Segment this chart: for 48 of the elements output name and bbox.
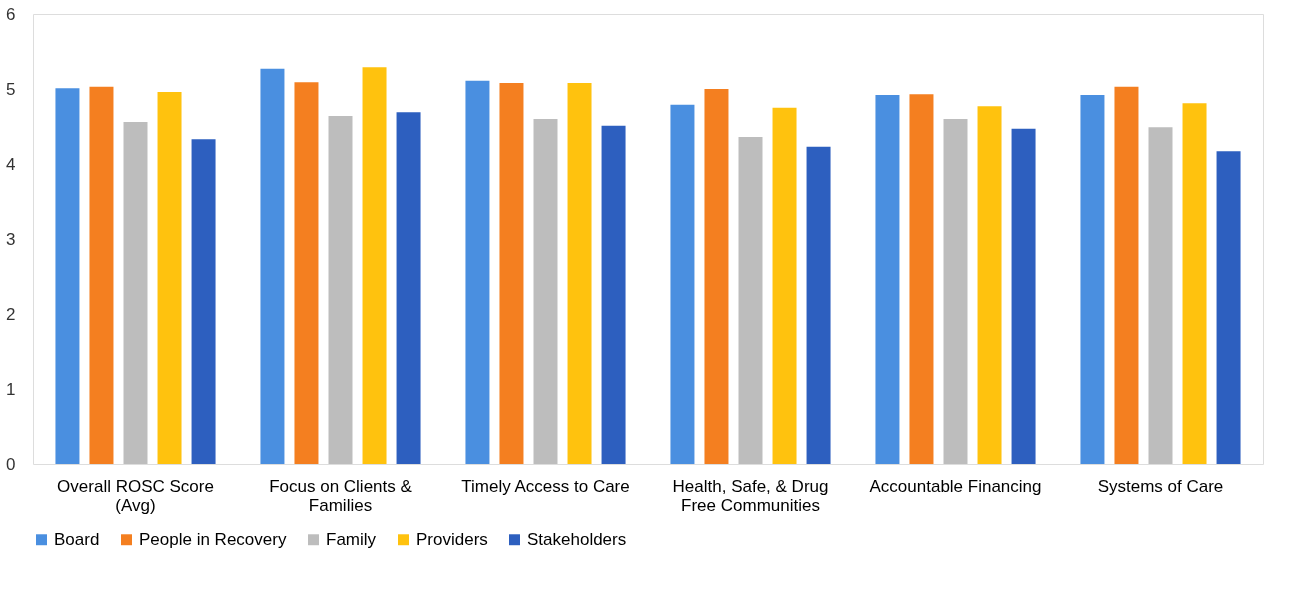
y-tick-label: 4 bbox=[6, 154, 16, 174]
bar bbox=[738, 137, 763, 464]
bar bbox=[294, 82, 319, 464]
x-tick-label: Overall ROSC Score (Avg) bbox=[57, 476, 214, 515]
bar bbox=[977, 106, 1002, 464]
y-tick-label: 6 bbox=[6, 4, 16, 24]
legend-label: Providers bbox=[416, 529, 488, 549]
y-tick-label: 1 bbox=[6, 379, 16, 399]
bar bbox=[123, 122, 148, 464]
bar bbox=[943, 119, 968, 464]
bar bbox=[157, 92, 182, 464]
legend-label: Family bbox=[326, 529, 377, 549]
x-tick-label: Accountable Financing bbox=[869, 476, 1042, 496]
bar bbox=[1216, 151, 1241, 464]
bar bbox=[89, 86, 114, 464]
y-tick-label: 5 bbox=[6, 79, 16, 99]
bar bbox=[362, 67, 387, 464]
legend-label: Board bbox=[54, 529, 100, 549]
y-tick-label: 3 bbox=[6, 229, 16, 249]
legend-label: People in Recovery bbox=[139, 529, 287, 549]
bar bbox=[806, 146, 831, 464]
bar bbox=[670, 104, 695, 464]
bar bbox=[260, 68, 285, 464]
bar bbox=[55, 88, 80, 464]
x-tick-label: Focus on Clients & Families bbox=[269, 476, 413, 515]
bar bbox=[567, 83, 592, 464]
bar bbox=[465, 80, 490, 464]
x-tick-label: Health, Safe, & Drug Free Communities bbox=[672, 476, 829, 515]
bar bbox=[1114, 86, 1139, 464]
y-tick-label: 2 bbox=[6, 304, 16, 324]
bar bbox=[704, 89, 729, 464]
bar bbox=[396, 112, 421, 464]
bar bbox=[601, 125, 626, 464]
bar bbox=[191, 139, 216, 464]
y-tick-label: 0 bbox=[6, 454, 16, 474]
bar bbox=[1011, 128, 1036, 464]
bar bbox=[1182, 103, 1207, 464]
bar bbox=[1080, 95, 1105, 464]
bar bbox=[1148, 127, 1173, 464]
legend-label: Stakeholders bbox=[527, 529, 627, 549]
bar bbox=[875, 95, 900, 464]
bar bbox=[328, 116, 353, 464]
bar bbox=[499, 83, 524, 464]
x-tick-label: Systems of Care bbox=[1097, 476, 1224, 496]
bar bbox=[909, 94, 934, 464]
bar bbox=[772, 107, 797, 464]
bar bbox=[533, 119, 558, 464]
x-tick-label: Timely Access to Care bbox=[461, 476, 630, 496]
